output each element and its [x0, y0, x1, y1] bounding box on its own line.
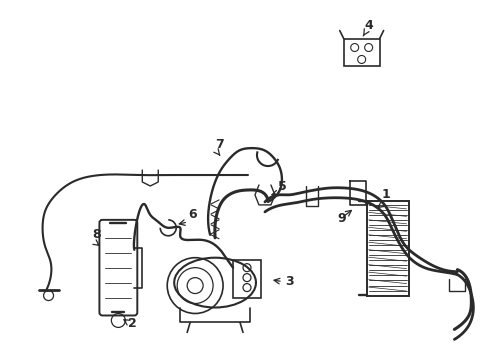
Bar [343, 39, 379, 67]
Text: 7: 7 [215, 138, 224, 151]
Text: 2: 2 [128, 318, 137, 330]
Text: 1: 1 [381, 188, 389, 201]
Text: 8: 8 [92, 228, 101, 241]
Text: 3: 3 [285, 275, 293, 288]
Text: 4: 4 [364, 19, 373, 32]
Text: 5: 5 [277, 180, 286, 193]
Text: 6: 6 [188, 208, 196, 221]
Bar [366, 201, 407, 296]
Text: 9: 9 [337, 212, 346, 225]
Bar [233, 260, 261, 298]
